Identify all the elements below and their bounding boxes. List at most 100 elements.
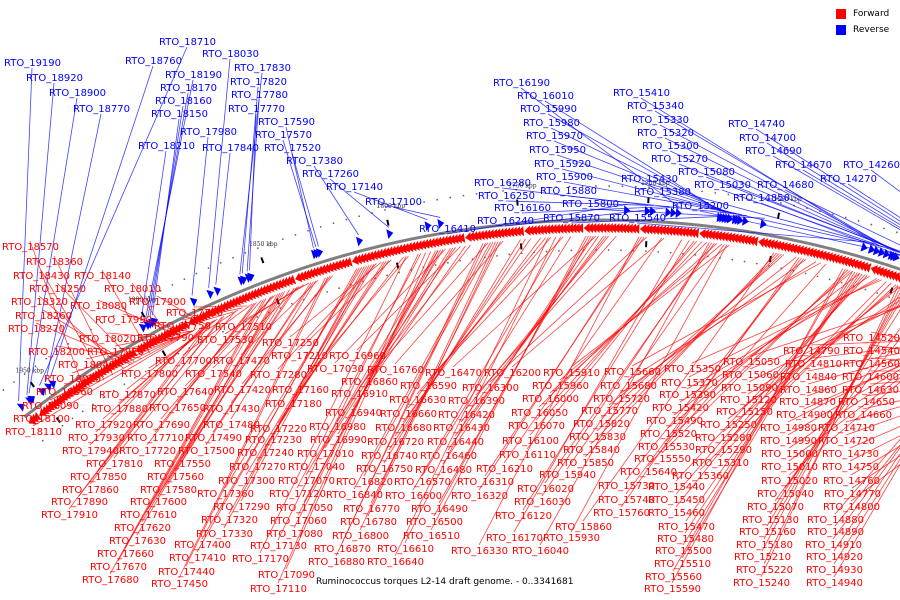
label-leader-line bbox=[784, 189, 900, 246]
minor-tick-dot bbox=[508, 253, 511, 256]
gene-label: RTO_16740 bbox=[361, 451, 418, 462]
label-leader-line bbox=[761, 292, 900, 552]
forward-gene-glyph bbox=[819, 250, 827, 261]
gene-label: RTO_14940 bbox=[806, 578, 863, 589]
label-leader-line bbox=[522, 240, 690, 511]
gene-label: RTO_16160 bbox=[494, 203, 551, 214]
label-leader-line bbox=[627, 261, 817, 381]
gene-label: RTO_18040 bbox=[58, 360, 115, 371]
gene-label: RTO_16470 bbox=[425, 368, 482, 379]
label-leader-line bbox=[106, 332, 177, 340]
forward-gene-glyph bbox=[534, 224, 541, 235]
forward-gene-glyph bbox=[491, 228, 498, 239]
gene-label: RTO_17890 bbox=[51, 497, 108, 508]
forward-gene-glyph bbox=[629, 223, 637, 234]
gene-label: RTO_17240 bbox=[237, 448, 294, 459]
gene-label: RTO_17110 bbox=[250, 584, 307, 595]
gene-label: RTO_17580 bbox=[140, 485, 197, 496]
gene-label: RTO_14810 bbox=[785, 359, 842, 370]
reverse-gene-glyph bbox=[315, 248, 324, 258]
forward-gene-glyph bbox=[626, 223, 633, 234]
gene-label: RTO_14730 bbox=[822, 449, 879, 460]
minor-tick-dot bbox=[621, 185, 624, 188]
label-leader-line bbox=[282, 139, 317, 248]
forward-gene-glyph bbox=[371, 250, 379, 260]
gene-label: RTO_16100 bbox=[502, 436, 559, 447]
gene-label: RTO_15730 bbox=[598, 481, 655, 492]
label-leader-line bbox=[146, 302, 255, 446]
minor-tick-dot bbox=[883, 227, 886, 230]
label-leader-line bbox=[167, 289, 290, 485]
gene-label: RTO_17180 bbox=[265, 399, 322, 410]
gene-label: RTO_16640 bbox=[367, 557, 424, 568]
forward-gene-glyph bbox=[861, 262, 869, 272]
label-leader-line bbox=[156, 295, 206, 325]
label-leader-line bbox=[749, 306, 900, 370]
label-leader-line bbox=[113, 310, 236, 459]
minor-tick-dot bbox=[358, 215, 361, 218]
gene-label: RTO_15840 bbox=[563, 445, 620, 456]
gene-label: RTO_14750 bbox=[822, 462, 879, 473]
gene-label: RTO_15860 bbox=[555, 522, 612, 533]
genome-caption: Ruminococcus torques L2-14 draft genome.… bbox=[316, 577, 574, 587]
gene-label: RTO_18030 bbox=[202, 49, 259, 60]
minor-tick-dot bbox=[475, 192, 478, 195]
label-leader-line bbox=[659, 124, 894, 251]
forward-gene-glyph bbox=[886, 270, 894, 280]
label-leader-line bbox=[224, 267, 363, 489]
gene-label: RTO_17650 bbox=[149, 403, 206, 414]
gene-label: RTO_14870 bbox=[779, 397, 836, 408]
forward-gene-glyph bbox=[851, 259, 859, 270]
gene-label: RTO_14910 bbox=[805, 540, 862, 551]
gene-label: RTO_17360 bbox=[197, 489, 254, 500]
minor-tick-dot bbox=[595, 185, 597, 187]
forward-gene-glyph bbox=[662, 225, 670, 236]
label-leader-line bbox=[556, 154, 732, 214]
gene-label: RTO_16960 bbox=[329, 351, 386, 362]
minor-tick-dot bbox=[755, 262, 758, 265]
major-tick bbox=[260, 257, 265, 264]
gene-label: RTO_15990 bbox=[520, 104, 577, 115]
label-leader-line bbox=[661, 269, 849, 454]
minor-tick-dot bbox=[570, 249, 573, 252]
forward-gene-glyph bbox=[780, 242, 788, 252]
gene-label: RTO_17610 bbox=[120, 510, 177, 521]
forward-gene-glyph bbox=[550, 224, 557, 234]
gene-label: RTO_15180 bbox=[736, 540, 793, 551]
label-leader-line bbox=[544, 242, 715, 484]
label-leader-line bbox=[559, 243, 723, 381]
minor-tick-dot bbox=[332, 222, 335, 225]
gene-label: RTO_17010 bbox=[297, 449, 354, 460]
forward-gene-glyph bbox=[403, 242, 411, 253]
label-leader-line bbox=[394, 240, 504, 365]
gene-label: RTO_17850 bbox=[70, 472, 127, 483]
reverse-gene-glyph bbox=[877, 247, 885, 257]
label-leader-line bbox=[452, 235, 597, 368]
label-leader-line bbox=[539, 242, 710, 546]
minor-tick-dot bbox=[804, 272, 807, 275]
gene-label: RTO_16310 bbox=[457, 477, 514, 488]
gene-label: RTO_15940 bbox=[539, 470, 596, 481]
forward-gene-glyph bbox=[442, 235, 449, 246]
forward-gene-glyph bbox=[573, 223, 580, 234]
forward-gene-glyph bbox=[892, 272, 900, 282]
gene-label: RTO_14670 bbox=[775, 160, 832, 171]
gene-label: RTO_15490 bbox=[646, 416, 703, 427]
gene-label: RTO_17030 bbox=[307, 364, 364, 375]
label-leader-line bbox=[862, 400, 900, 410]
legend-item-reverse: Reverse bbox=[836, 22, 889, 38]
label-leader-line bbox=[812, 347, 900, 359]
forward-gene-glyph bbox=[590, 223, 597, 234]
minor-tick-dot bbox=[714, 191, 717, 194]
gene-label: RTO_17730 bbox=[166, 308, 223, 319]
forward-gene-glyph bbox=[514, 226, 521, 237]
gene-label: RTO_16170 bbox=[486, 533, 543, 544]
forward-gene-glyph bbox=[603, 223, 610, 234]
forward-gene-glyph bbox=[880, 268, 888, 278]
label-leader-line bbox=[845, 415, 900, 436]
label-leader-line bbox=[296, 253, 422, 489]
gene-label: RTO_15280 bbox=[695, 433, 752, 444]
forward-gene-glyph bbox=[488, 229, 495, 240]
label-leader-line bbox=[249, 113, 257, 271]
label-leader-line bbox=[833, 453, 900, 552]
